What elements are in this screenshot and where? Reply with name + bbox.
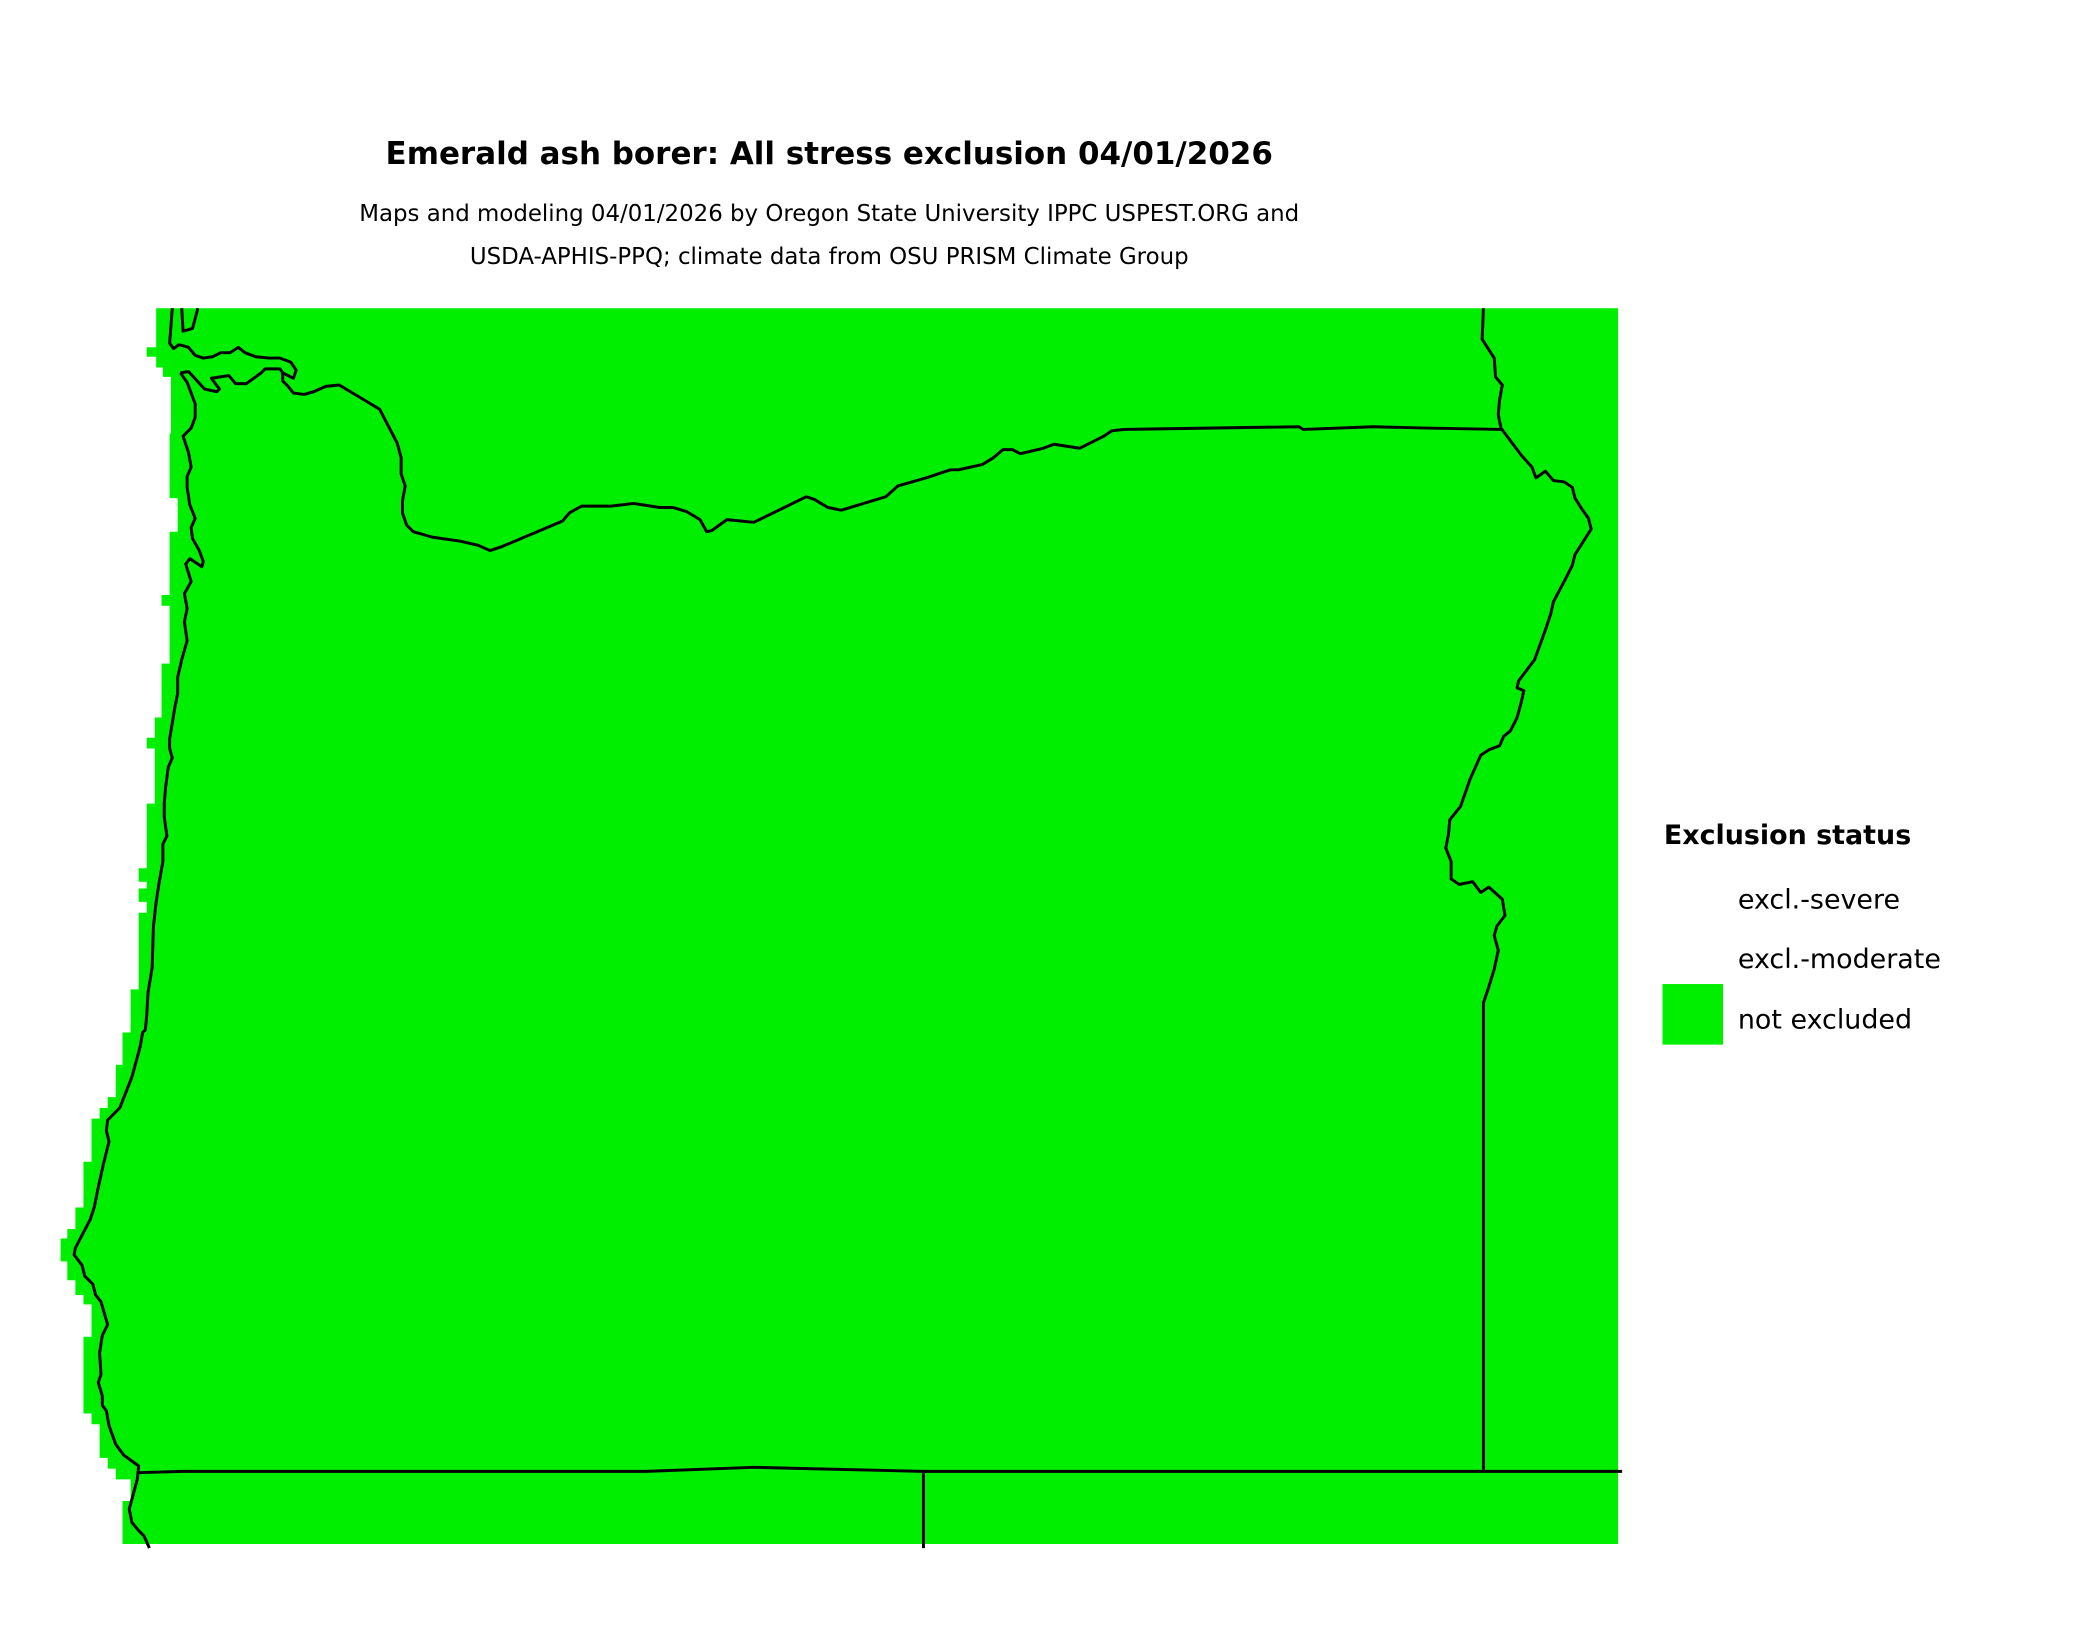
idaho-border [1444,308,1593,1472]
legend: Exclusion status excl.-severe excl.-mode… [1662,820,1941,1045]
not-excluded-raster [60,308,1619,1545]
legend-title: Exclusion status [1664,820,1911,851]
legend-label-moderate: excl.-moderate [1738,944,1941,975]
oregon-coastline [72,372,205,1549]
state-borders [72,307,1623,1549]
map-subtitle-line2: USDA-APHIS-PPQ; climate data from OSU PR… [470,244,1189,270]
legend-label-not-excluded: not excluded [1738,1004,1912,1035]
map-subtitle-line1: Maps and modeling 04/01/2026 by Oregon S… [359,201,1299,227]
map-title: Emerald ash borer: All stress exclusion … [386,136,1273,172]
legend-swatch-not-excluded [1662,984,1724,1045]
legend-label-severe: excl.-severe [1738,885,1900,916]
washington-coast-border [180,307,200,333]
columbia-river-border [168,308,1501,553]
columbia-south-bank [180,367,284,394]
